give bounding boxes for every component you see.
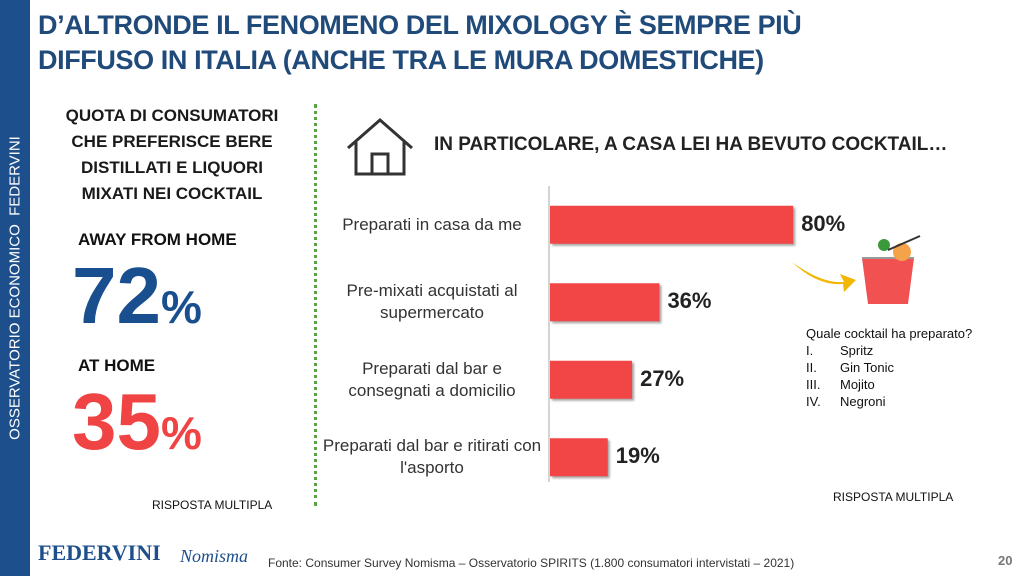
left-heading-line: CHE PREFERISCE BERE (71, 132, 273, 151)
category-label: Preparati dal bar e consegnati a domicil… (348, 358, 516, 400)
box-numeral: IV. (806, 394, 821, 409)
box-item: III. Mojito (806, 377, 972, 392)
stat-unit: % (160, 281, 202, 333)
stat-value: 72% (72, 256, 202, 347)
left-heading-line: MIXATI NEI COCKTAIL (81, 184, 263, 203)
cocktail-icon (862, 235, 921, 304)
title-line: DIFFUSO IN ITALIA (ANCHE TRA LE MURA DOM… (38, 45, 764, 75)
bar (550, 438, 608, 477)
box-item: II. Gin Tonic (806, 360, 972, 375)
chart-note: RISPOSTA MULTIPLA (833, 490, 954, 504)
category-label: Pre-mixati acquistati al supermercato (346, 281, 518, 323)
value-label: 80% (801, 210, 846, 236)
stat-label: AWAY FROM HOME (78, 230, 237, 249)
stat-number: 35 (72, 377, 161, 466)
category-label: Preparati in casa da me (342, 214, 522, 234)
box-item: IV. Negroni (806, 394, 972, 409)
divider (314, 104, 317, 506)
box-name: Negroni (840, 394, 886, 409)
value-label: 19% (615, 443, 660, 469)
page-number: 20 (998, 553, 1013, 568)
stat-number: 72 (72, 251, 161, 340)
chart-title: IN PARTICOLARE, A CASA LEI HA BEVUTO COC… (434, 134, 948, 155)
left-heading-line: QUOTA DI CONSUMATORI (65, 106, 279, 125)
bar (550, 360, 633, 399)
bar (550, 205, 794, 244)
cocktail-box: Quale cocktail ha preparato? I. Spritz II.… (806, 326, 972, 409)
box-numeral: II. (806, 360, 817, 375)
category-label: Preparati dal bar e ritirati con l'aspor… (322, 436, 542, 478)
left-heading-line: DISTILLATI E LIQUORI (81, 158, 263, 177)
logo-nomisma: Nomisma (180, 546, 249, 566)
sidebar: OSSERVATORIO ECONOMICO FEDERVINI (0, 0, 30, 576)
title-line: D’ALTRONDE IL FENOMENO DEL MIXOLOGY È SE… (38, 10, 802, 40)
box-name: Spritz (840, 343, 874, 358)
box-numeral: I. (806, 343, 814, 358)
house-icon (347, 118, 413, 176)
stat-unit: % (160, 407, 202, 459)
box-item: I. Spritz (806, 343, 972, 358)
value-label: 27% (640, 365, 685, 391)
stat-label: AT HOME (78, 356, 156, 375)
box-name: Mojito (840, 377, 875, 392)
box-name: Gin Tonic (840, 360, 894, 375)
box-question: Quale cocktail ha preparato? (806, 326, 973, 341)
bar (550, 283, 660, 322)
value-label: 36% (667, 288, 712, 314)
stat-value: 35% (72, 382, 202, 473)
source: Fonte: Consumer Survey Nomisma – Osserva… (268, 556, 795, 570)
left-note: RISPOSTA MULTIPLA (152, 498, 273, 512)
logo-federvini: FEDERVINI (38, 540, 161, 565)
arrow (792, 262, 856, 292)
box-numeral: III. (806, 377, 821, 392)
